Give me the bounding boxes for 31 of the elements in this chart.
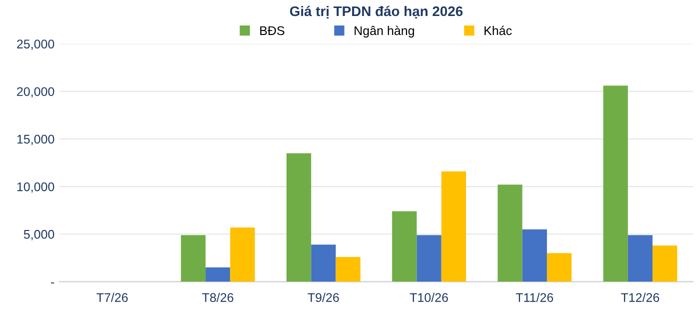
y-tick-label: 5,000 [24,230,54,240]
bar [628,235,653,282]
chart-title: Giá trị TPDN đáo hạn 2026 [290,6,463,19]
bar [311,244,336,282]
y-tick-label: 20,000 [17,87,54,98]
legend-label: BĐS [260,26,284,36]
bar [230,227,255,282]
bar [652,246,678,282]
bar [441,171,466,282]
x-tick-label: T9/26 [308,292,339,302]
y-tick-label: - [51,282,54,284]
x-tick-label: T7/26 [96,292,128,302]
bar [416,235,442,282]
y-tick-label: 15,000 [17,134,54,146]
y-tick-label: 10,000 [17,182,54,193]
x-tick-label: T8/26 [202,292,234,302]
legend-label: Ngân hàng [354,26,414,38]
bar [546,253,572,282]
bar [498,184,522,282]
x-tick-label: T12/26 [621,292,660,302]
bar [286,153,312,282]
x-tick-label: T10/26 [410,292,448,302]
bar [392,211,417,282]
bar [180,235,206,282]
bar [603,86,628,282]
x-tick-label: T11/26 [516,292,554,302]
bar [206,267,230,282]
bar [522,229,547,282]
y-tick-label: 25,000 [17,40,54,50]
legend-label: Khác [484,26,512,36]
bar [336,256,360,282]
